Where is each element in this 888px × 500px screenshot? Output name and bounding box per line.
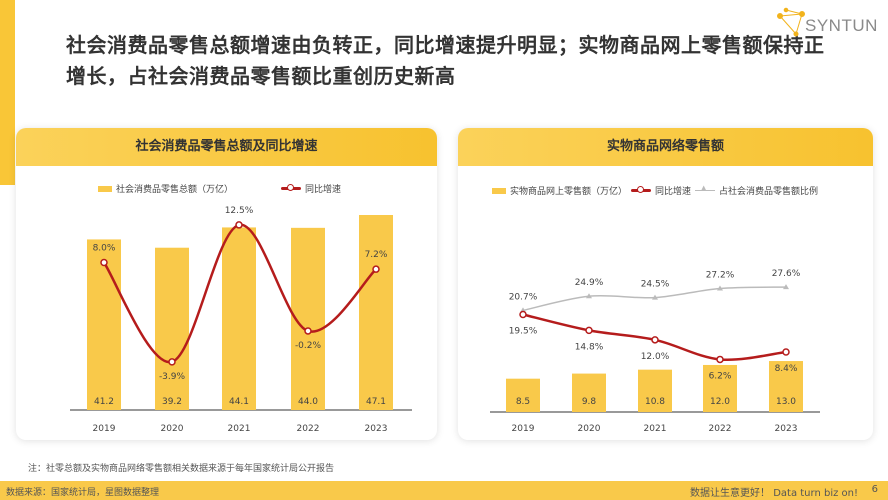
legend-label: 同比增速 xyxy=(305,185,342,195)
footer-bar: 数据来源：国家统计局，星图数据整理 数据让生意更好！ Data turn biz… xyxy=(0,481,888,500)
legend-label: 实物商品网上零售额（万亿） xyxy=(510,187,628,197)
logo-text: SYNTUN xyxy=(805,16,878,35)
online-retail-chart-card: 实物商品网络零售额 实物商品网上零售额（万亿） 同比增速 占社会消费品零售额比例 xyxy=(458,128,873,440)
accent-bar xyxy=(0,0,15,185)
footnote: 注：社零总额及实物商品网络零售额相关数据来源于每年国家统计局公开报告 xyxy=(28,464,335,474)
slogan: 数据让生意更好！ Data turn biz on! xyxy=(690,488,858,499)
legend-gray-swatch xyxy=(695,184,716,192)
chart-legend: 社会消费品零售总额（万亿） 同比增速 xyxy=(98,182,341,195)
legend-line-swatch xyxy=(281,184,302,191)
page-title: 社会消费品零售总额增速由负转正，同比增速提升明显；实物商品网上零售额保持正增长，… xyxy=(66,33,825,88)
page-number: 6 xyxy=(871,484,878,495)
chart-title: 实物商品网络零售额 xyxy=(458,128,873,166)
legend-bar-swatch xyxy=(492,187,506,194)
legend-bar-swatch xyxy=(98,185,112,192)
legend-line-swatch xyxy=(631,186,652,193)
legend-label: 同比增速 xyxy=(655,187,692,197)
data-source: 数据来源：国家统计局，星图数据整理 xyxy=(6,488,160,498)
network-star-logo-icon xyxy=(777,7,805,37)
chart-legend: 实物商品网上零售额（万亿） 同比增速 占社会消费品零售额比例 xyxy=(492,184,818,197)
legend-label: 社会消费品零售总额（万亿） xyxy=(116,185,234,195)
legend-label: 占社会消费品零售额比例 xyxy=(719,187,819,197)
chart-title: 社会消费品零售总额及同比增速 xyxy=(16,128,437,166)
retail-sales-chart-card: 社会消费品零售总额及同比增速 社会消费品零售总额（万亿） 同比增速 xyxy=(16,128,437,440)
